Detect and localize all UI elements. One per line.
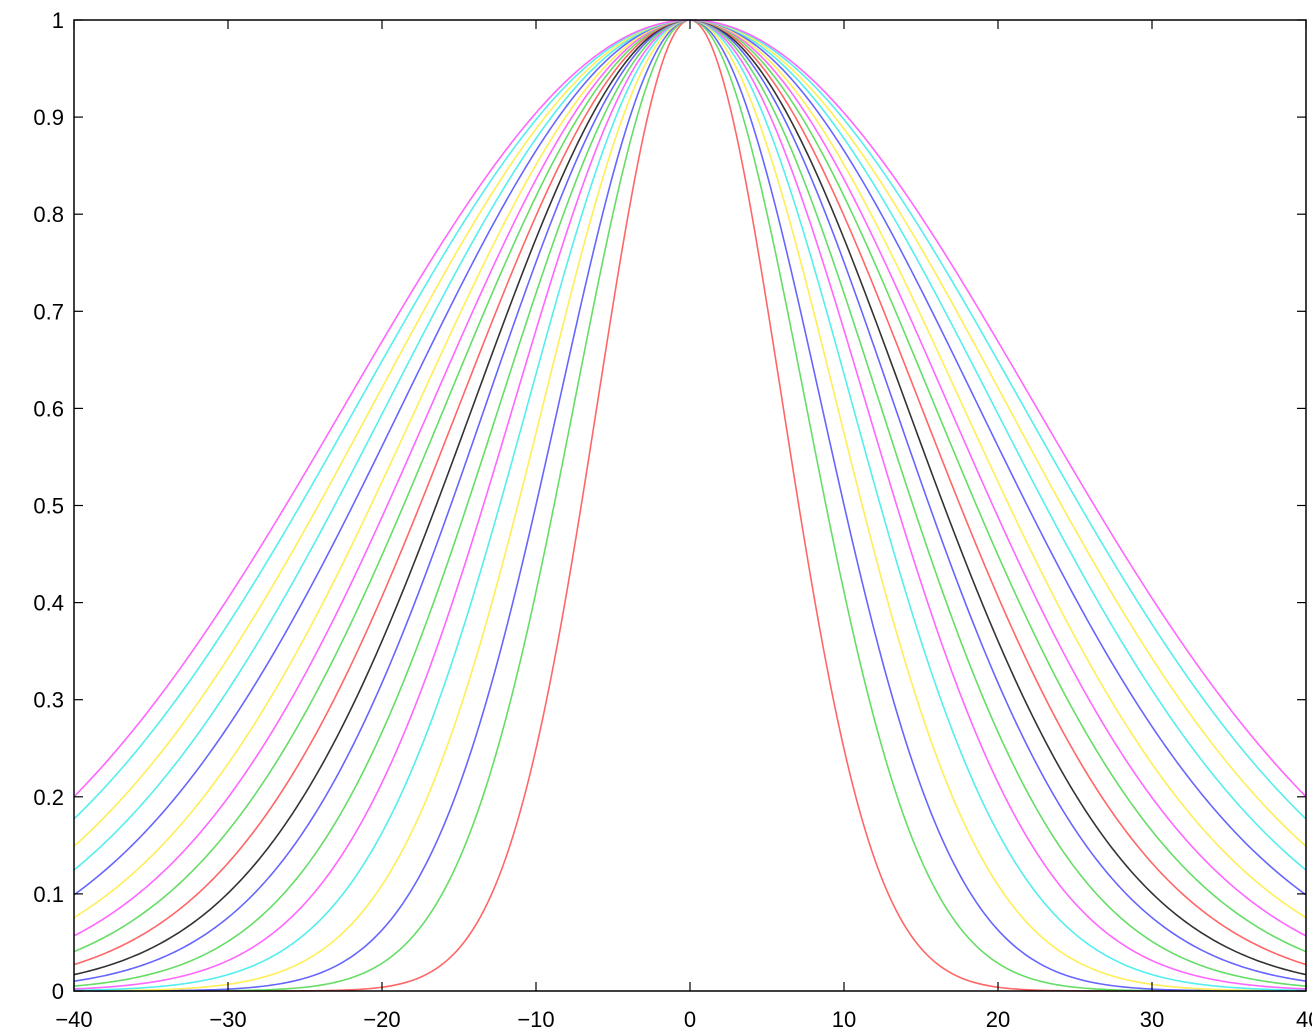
x-tick-label: 0	[684, 1007, 696, 1031]
x-tick-label: 40	[1296, 1007, 1312, 1031]
plot-frame	[73, 19, 1307, 992]
curve-series-10	[73, 19, 1307, 966]
x-tick-label: −30	[209, 1007, 246, 1031]
y-tick-label: 0.5	[33, 494, 64, 519]
curve-series-1	[74, 19, 1306, 992]
curve-series-7	[73, 19, 1307, 987]
y-tick-label: 0	[52, 979, 64, 1004]
y-tick-label: 0.9	[33, 105, 64, 130]
curve-series-18	[73, 19, 1307, 798]
y-tick-label: 1	[52, 8, 64, 33]
y-tick-label: 0.6	[33, 396, 64, 421]
y-axis-tick-labels: 0 0.1 0.2 0.3 0.4 0.5 0.6 0.7 0.8 0.9 1	[33, 8, 64, 1004]
x-tick-label: −20	[363, 1007, 400, 1031]
curve-series-4	[73, 19, 1307, 992]
y-tick-label: 0.4	[33, 591, 64, 616]
curve-series-5	[73, 19, 1307, 992]
curve-series-group	[73, 19, 1307, 992]
curve-series-14	[73, 19, 1307, 896]
y-tick-label: 0.1	[33, 882, 64, 907]
curve-series-13	[73, 19, 1307, 919]
x-tick-label: 10	[832, 1007, 856, 1031]
y-tick-label: 0.3	[33, 688, 64, 713]
curve-series-8	[73, 19, 1307, 982]
curve-series-6	[73, 19, 1307, 990]
x-tick-label: 20	[986, 1007, 1010, 1031]
curve-series-12	[73, 19, 1307, 937]
y-tick-label: 0.8	[33, 202, 64, 227]
curve-series-15	[73, 19, 1307, 871]
curve-series-16	[73, 19, 1307, 847]
y-tick-label: 0.2	[33, 785, 64, 810]
x-tick-label: −40	[55, 1007, 92, 1031]
curve-series-2	[74, 19, 1306, 992]
curve-series-11	[73, 19, 1307, 953]
axis-ticks	[73, 19, 1307, 992]
x-tick-label: 30	[1140, 1007, 1164, 1031]
curve-series-9	[73, 19, 1307, 976]
curve-series-3	[74, 19, 1306, 992]
curve-series-17	[73, 19, 1307, 820]
x-axis-tick-labels: −40 −30 −20 −10 0 10 20 30 40	[55, 1007, 1312, 1031]
y-tick-label: 0.7	[33, 299, 64, 324]
x-tick-label: −10	[517, 1007, 554, 1031]
